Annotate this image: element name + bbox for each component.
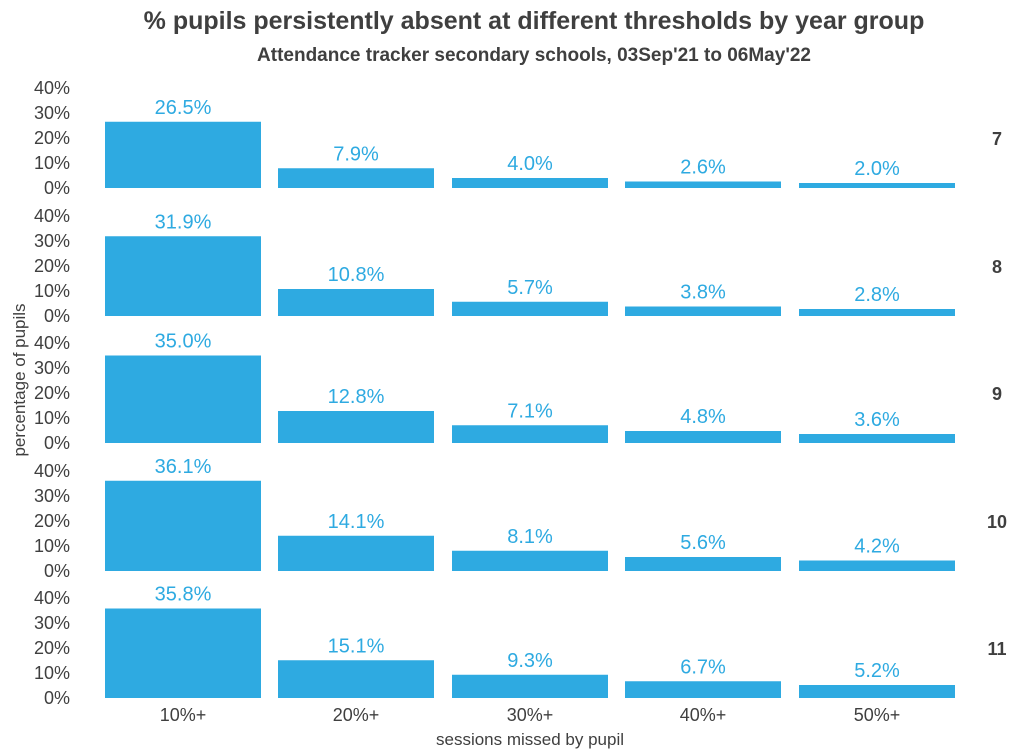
- y-tick-label: 10%: [34, 153, 70, 173]
- y-tick-label: 0%: [44, 561, 70, 581]
- y-tick-label: 10%: [34, 281, 70, 301]
- bar: [105, 480, 261, 571]
- bar: [799, 434, 955, 443]
- y-tick-label: 0%: [44, 433, 70, 453]
- y-tick-label: 20%: [34, 256, 70, 276]
- y-tick-label: 30%: [34, 613, 70, 633]
- y-tick-label: 30%: [34, 103, 70, 123]
- facet-label: 8: [992, 257, 1002, 277]
- bar: [278, 289, 434, 316]
- bar: [625, 557, 781, 571]
- y-tick-label: 0%: [44, 688, 70, 708]
- data-label: 2.0%: [854, 158, 900, 180]
- bar: [452, 425, 608, 443]
- y-tick-label: 0%: [44, 306, 70, 326]
- y-tick-label: 30%: [34, 486, 70, 506]
- x-tick-label: 50%+: [854, 705, 901, 725]
- data-label: 8.1%: [507, 526, 553, 548]
- bar: [452, 178, 608, 188]
- plot-area: 0% 10% 20% 30% 40% 26.5% 7.9% 4.0% 2.6% 2.0% 7 0% 10…: [34, 78, 1007, 725]
- y-tick-label: 0%: [44, 178, 70, 198]
- bar: [278, 535, 434, 571]
- x-tick-label: 20%+: [333, 705, 380, 725]
- bar: [278, 660, 434, 698]
- x-tick-label: 30%+: [507, 705, 554, 725]
- facet-label: 10: [987, 512, 1007, 532]
- data-label: 10.8%: [328, 264, 385, 286]
- data-label: 35.0%: [155, 331, 212, 353]
- bar: [278, 411, 434, 443]
- data-label: 35.8%: [155, 584, 212, 606]
- facet-panel-9: 0% 10% 20% 30% 40% 35.0% 12.8% 7.1% 4.8% 3.6% 9: [34, 331, 1002, 454]
- bar: [799, 560, 955, 571]
- data-label: 2.8%: [854, 284, 900, 306]
- data-label: 12.8%: [328, 386, 385, 408]
- bar: [799, 183, 955, 188]
- bar: [105, 121, 261, 188]
- facet-panel-8: 0% 10% 20% 30% 40% 31.9% 10.8% 5.7% 3.8% 2.8% 8: [34, 206, 1002, 326]
- facet-label: 11: [987, 639, 1006, 659]
- y-tick-label: 20%: [34, 511, 70, 531]
- data-label: 5.7%: [507, 277, 553, 299]
- chart-title: % pupils persistently absent at differen…: [144, 7, 925, 35]
- bar: [278, 168, 434, 188]
- y-tick-label: 40%: [34, 78, 70, 98]
- bar: [799, 685, 955, 698]
- bar: [625, 681, 781, 698]
- data-label: 15.1%: [328, 635, 385, 657]
- facet-panel-11: 0% 10% 20% 30% 40% 35.8% 15.1% 9.3% 6.7% 5.2% 11: [34, 584, 1007, 709]
- y-tick-label: 20%: [34, 128, 70, 148]
- facet-panel-10: 0% 10% 20% 30% 40% 36.1% 14.1% 8.1% 5.6% 4.2% 10: [34, 456, 1007, 581]
- data-label: 6.7%: [680, 656, 726, 678]
- data-label: 4.8%: [680, 406, 726, 428]
- y-tick-label: 20%: [34, 383, 70, 403]
- bar: [625, 181, 781, 188]
- y-axis-label: percentage of pupils: [10, 303, 29, 456]
- chart-subtitle: Attendance tracker secondary schools, 03…: [257, 45, 811, 66]
- bar: [452, 301, 608, 316]
- bar: [105, 236, 261, 316]
- x-axis-label: sessions missed by pupil: [436, 730, 624, 749]
- facet-label: 9: [992, 384, 1002, 404]
- bar: [625, 431, 781, 443]
- bar: [625, 306, 781, 316]
- data-label: 4.2%: [854, 536, 900, 558]
- data-label: 31.9%: [155, 211, 212, 233]
- bar: [105, 608, 261, 698]
- data-label: 4.0%: [507, 153, 553, 175]
- data-label: 3.6%: [854, 409, 900, 431]
- y-tick-label: 20%: [34, 638, 70, 658]
- data-label: 2.6%: [680, 157, 726, 179]
- data-label: 5.6%: [680, 532, 726, 554]
- bar: [799, 309, 955, 316]
- bar: [452, 550, 608, 571]
- bar: [105, 355, 261, 443]
- data-label: 36.1%: [155, 456, 212, 478]
- x-tick-label: 40%+: [680, 705, 727, 725]
- y-tick-label: 10%: [34, 663, 70, 683]
- data-label: 5.2%: [854, 660, 900, 682]
- y-tick-label: 40%: [34, 588, 70, 608]
- data-label: 3.8%: [680, 282, 726, 304]
- y-tick-label: 40%: [34, 461, 70, 481]
- y-tick-label: 30%: [34, 358, 70, 378]
- data-label: 9.3%: [507, 650, 553, 672]
- y-tick-label: 10%: [34, 408, 70, 428]
- facet-panel-7: 0% 10% 20% 30% 40% 26.5% 7.9% 4.0% 2.6% 2.0% 7: [34, 78, 1002, 198]
- facet-label: 7: [992, 129, 1002, 149]
- y-tick-label: 40%: [34, 333, 70, 353]
- y-tick-label: 40%: [34, 206, 70, 226]
- data-label: 7.9%: [333, 143, 379, 165]
- data-label: 14.1%: [328, 511, 385, 533]
- y-tick-label: 30%: [34, 231, 70, 251]
- x-tick-label: 10%+: [160, 705, 207, 725]
- y-tick-label: 10%: [34, 536, 70, 556]
- data-label: 7.1%: [507, 400, 553, 422]
- data-label: 26.5%: [155, 97, 212, 119]
- bar: [452, 674, 608, 698]
